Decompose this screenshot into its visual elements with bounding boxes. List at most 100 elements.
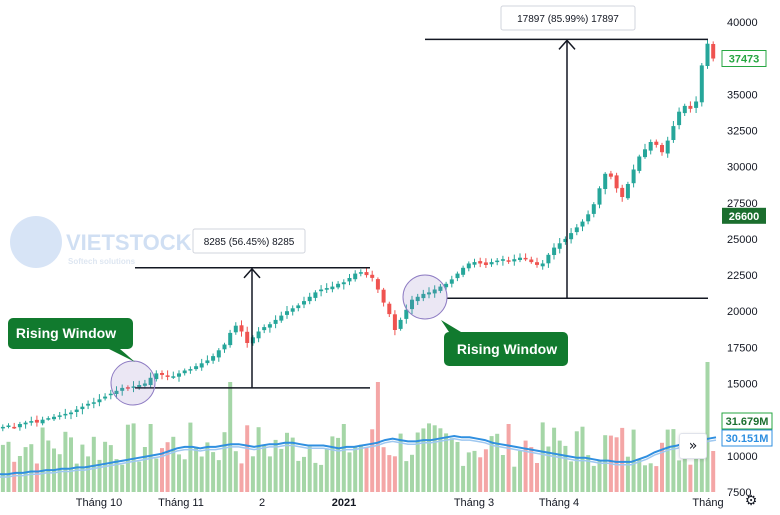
candle-body xyxy=(665,140,670,154)
candle-body xyxy=(69,412,73,415)
volume-bar xyxy=(250,456,255,492)
volume-ma-slow-line xyxy=(0,437,717,478)
measure2-arrowhead xyxy=(558,39,576,50)
volume-bar xyxy=(154,458,159,492)
candle-body xyxy=(449,279,454,284)
volume-bar xyxy=(262,445,267,492)
x-tick-label: Tháng 11 xyxy=(158,497,204,509)
candle-body xyxy=(625,184,630,199)
candle-body xyxy=(518,257,522,260)
candle-body xyxy=(29,421,34,423)
volume-bar xyxy=(552,427,557,492)
volume-bar xyxy=(682,444,687,492)
volume-bar xyxy=(91,436,96,492)
candle-body xyxy=(142,383,147,386)
volume-bar xyxy=(512,466,517,492)
x-tick-label: 2 xyxy=(259,497,265,509)
candle-body xyxy=(472,262,477,265)
candle-body xyxy=(137,385,142,388)
candle-body xyxy=(483,262,488,265)
candle-body xyxy=(86,403,91,406)
volume-bar xyxy=(597,460,602,492)
x-tick-label: Tháng 10 xyxy=(76,497,122,509)
volume-bar xyxy=(108,445,113,492)
candle-body xyxy=(466,263,471,269)
candlesticks xyxy=(0,39,716,432)
y-tick-label: 10000 xyxy=(727,451,758,463)
candle-body xyxy=(438,286,443,291)
volume-bar xyxy=(177,454,181,492)
candle-body xyxy=(12,426,17,429)
candle-body xyxy=(643,149,647,158)
callout-bubble-2 xyxy=(441,320,568,366)
y-tick-label: 17500 xyxy=(727,342,758,354)
volume-bar xyxy=(518,450,522,492)
candle-body xyxy=(574,227,579,233)
y-tick-label: 15000 xyxy=(727,379,758,391)
candle-body xyxy=(285,311,289,315)
volume-bar xyxy=(478,457,483,492)
volume-bar xyxy=(302,456,306,492)
candle-body xyxy=(6,425,11,427)
candle-body xyxy=(211,356,216,361)
candle-body xyxy=(216,350,221,358)
volume-bar xyxy=(415,432,420,492)
volume-bar xyxy=(0,444,5,492)
volume-bar xyxy=(160,448,164,492)
volume-bar xyxy=(23,447,28,492)
volume-bar xyxy=(506,424,511,492)
y-tick-label: 30000 xyxy=(727,162,758,174)
volume-bar xyxy=(444,433,449,492)
measure2-label: 17897 (85.99%) 17897 xyxy=(517,14,619,25)
candle-body xyxy=(688,105,693,109)
volume-bar xyxy=(574,431,579,492)
candle-body xyxy=(410,299,414,310)
settings-gear-icon[interactable]: ⚙ xyxy=(744,493,758,509)
candle-body xyxy=(620,187,625,197)
volume-ma-fast-label: 31.679M xyxy=(726,416,769,428)
candle-body xyxy=(341,282,346,285)
volume-bar xyxy=(285,432,289,492)
volume-bar xyxy=(86,456,91,492)
volume-bar xyxy=(194,446,199,492)
candle-body xyxy=(353,273,358,280)
candle-body xyxy=(307,296,312,302)
volume-bar xyxy=(375,382,380,492)
volume-ma-slow-label: 30.151M xyxy=(726,433,769,445)
volume-bar xyxy=(199,456,204,492)
candle-body xyxy=(682,105,687,114)
volume-bar xyxy=(228,382,233,492)
candle-body xyxy=(563,238,568,242)
volume-bar xyxy=(211,452,216,492)
candle-body xyxy=(279,315,284,321)
volume-bar xyxy=(586,455,591,492)
candle-body xyxy=(245,331,250,343)
volume-bar xyxy=(483,449,488,492)
watermark-brand: VIETSTOCK xyxy=(66,230,192,255)
volume-bar xyxy=(245,425,250,492)
volume-bar xyxy=(57,454,62,492)
volume-bar xyxy=(216,460,221,492)
volume-bar xyxy=(620,427,625,492)
volume-bar xyxy=(688,464,693,492)
candle-body xyxy=(529,259,534,263)
candle-body xyxy=(506,260,511,262)
measure2-label-box xyxy=(500,5,636,31)
volume-bars xyxy=(0,362,716,492)
candle-body xyxy=(535,262,539,265)
candle-body xyxy=(711,44,716,59)
candle-body xyxy=(194,366,199,370)
candle-body xyxy=(694,101,699,108)
volume-bar xyxy=(523,440,528,492)
volume-bar xyxy=(74,463,79,492)
volume-bar xyxy=(625,456,630,492)
scroll-to-latest-button[interactable]: » xyxy=(679,433,707,459)
candle-body xyxy=(239,325,244,332)
volume-bar xyxy=(387,455,392,492)
candle-body xyxy=(296,305,301,309)
volume-bar xyxy=(705,362,710,492)
candle-body xyxy=(364,272,369,276)
volume-bar xyxy=(279,448,284,492)
volume-bar xyxy=(267,456,272,492)
